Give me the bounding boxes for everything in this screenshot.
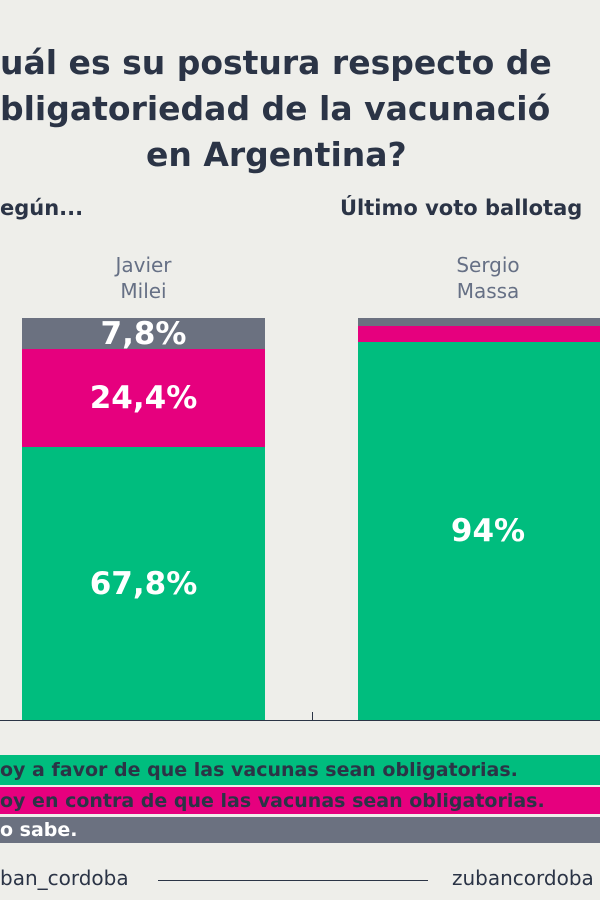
value-label: 24,4% (89, 380, 198, 417)
category-label: Sergio Massa (456, 253, 520, 303)
chart-title: bligatoriedad de la vacunació (0, 89, 551, 128)
bar-segment: 67,8% (22, 447, 265, 720)
legend-item: oy en contra de que las vacunas sean obl… (0, 787, 600, 814)
legend-item: o sabe. (0, 817, 600, 843)
chart-title: en Argentina? (146, 135, 407, 174)
legend-item: oy a favor de que las vacunas sean oblig… (0, 755, 600, 785)
subtitle: Último voto ballotag (340, 196, 583, 220)
bar-segment (358, 326, 600, 343)
footer-text: zubancordoba (452, 866, 594, 890)
category-label: Javier Milei (115, 253, 172, 303)
bar-segment (358, 318, 600, 327)
axis-tick (312, 712, 313, 720)
footer-text: ban_cordoba (0, 866, 129, 890)
value-label: 67,8% (89, 565, 198, 602)
bar-segment: 94% (358, 342, 600, 720)
chart-title: uál es su postura respecto de (0, 43, 552, 82)
value-label: 7,8% (100, 315, 187, 352)
bar-segment: 7,8% (22, 315, 265, 352)
value-label: 94% (450, 513, 526, 550)
footer-line (158, 880, 428, 881)
axis-line (0, 720, 600, 721)
bar-segment: 24,4% (22, 349, 265, 448)
subtitle: egún... (0, 196, 84, 220)
